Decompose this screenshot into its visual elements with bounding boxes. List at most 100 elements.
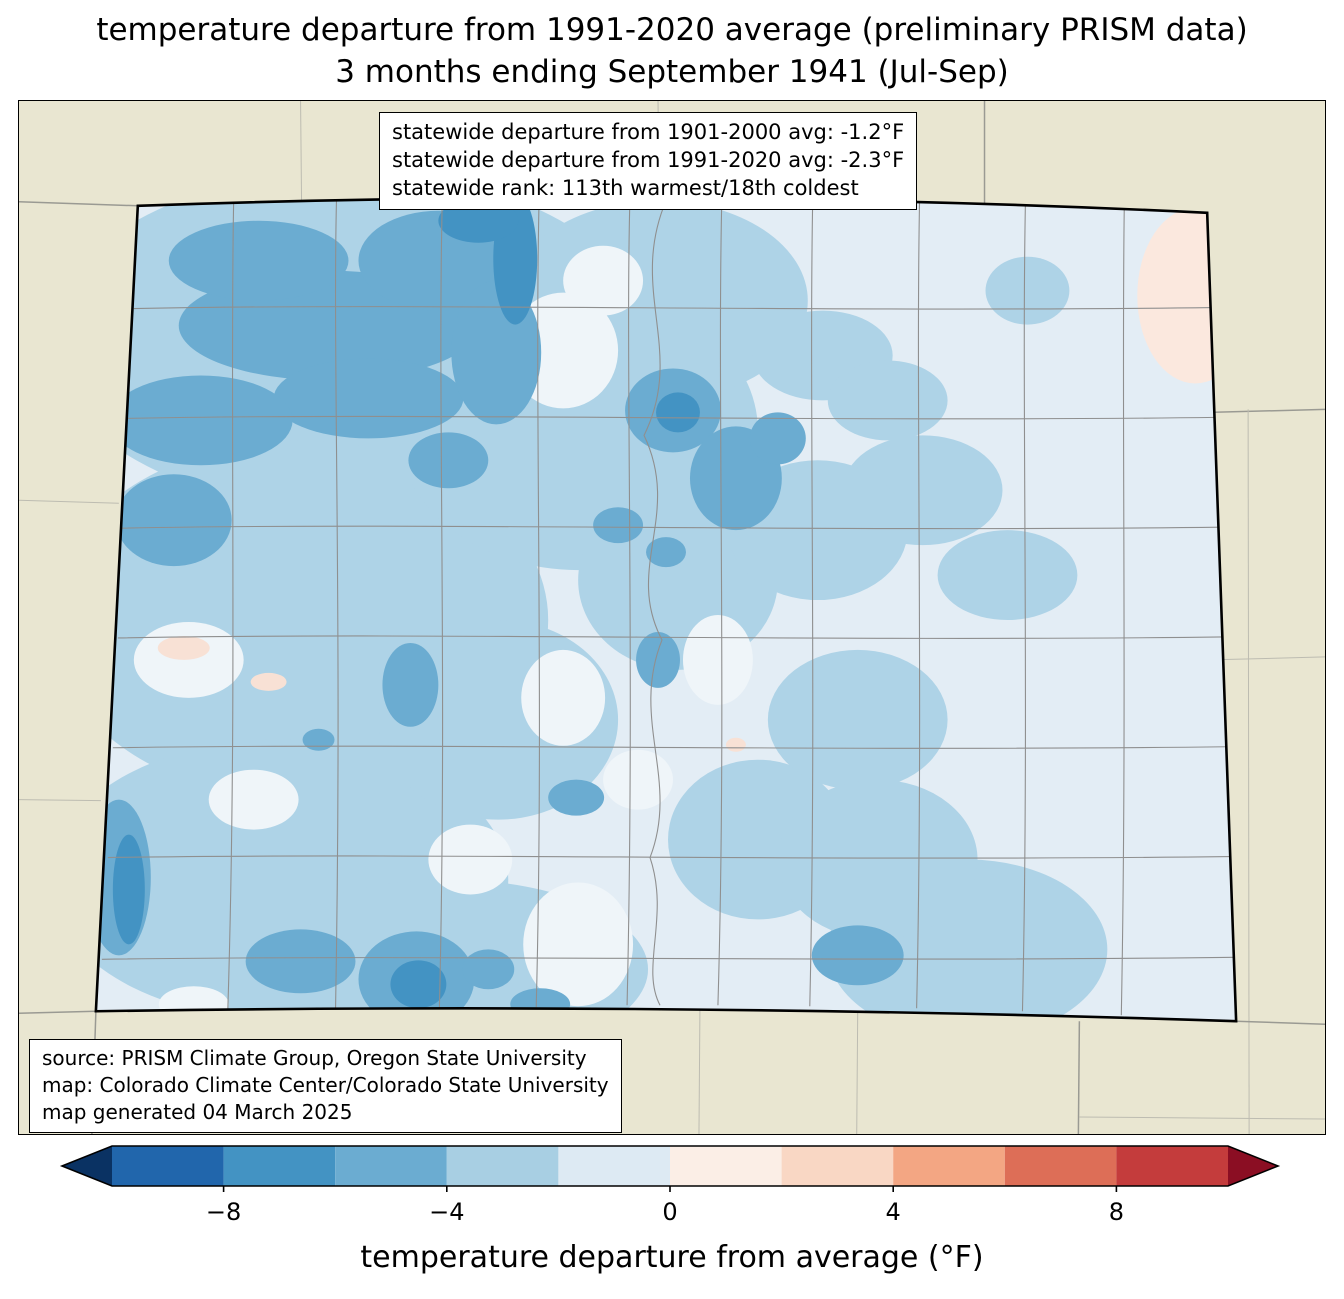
colorbar-segment bbox=[335, 1146, 447, 1186]
map-shape bbox=[1120, 204, 1125, 1016]
source-attribution-box: source: PRISM Climate Group, Oregon Stat… bbox=[29, 1039, 622, 1134]
map-shape bbox=[646, 537, 686, 568]
map-shape bbox=[937, 530, 1078, 620]
ut-county-line bbox=[19, 799, 101, 802]
map-shape bbox=[101, 956, 1235, 960]
map-shape bbox=[227, 200, 235, 1015]
map-shape bbox=[809, 197, 814, 1007]
nm-county-line bbox=[856, 1011, 859, 1134]
ut-wy-border bbox=[19, 201, 138, 207]
map-shape bbox=[117, 635, 1224, 639]
map-shape bbox=[593, 507, 644, 544]
map-shape bbox=[157, 635, 210, 660]
map-frame: statewide departure from 1901-2000 avg: … bbox=[18, 100, 1326, 1135]
map-shape bbox=[1021, 200, 1027, 1012]
stat-departure-1991-2020: statewide departure from 1991-2020 avg: … bbox=[392, 148, 905, 173]
ks-ok-border bbox=[1236, 1020, 1325, 1025]
map-shape bbox=[725, 737, 746, 752]
map-shape bbox=[250, 672, 287, 691]
ok-county-line bbox=[1079, 1116, 1325, 1120]
colorbar-tick-label: 8 bbox=[1108, 1198, 1125, 1226]
colorbar-outline bbox=[59, 1145, 1281, 1187]
map-shape bbox=[636, 631, 680, 688]
map-shape bbox=[438, 197, 444, 1010]
map-shape bbox=[133, 306, 1213, 310]
colorbar-segment bbox=[223, 1146, 336, 1186]
map-shape bbox=[168, 220, 349, 301]
wy-county-line bbox=[300, 101, 303, 203]
ne-ks-border bbox=[1209, 408, 1325, 414]
colorbar-segment bbox=[670, 1146, 782, 1186]
map-shape bbox=[682, 615, 753, 705]
map-shape bbox=[408, 432, 489, 489]
colorbar-tick-label: −8 bbox=[205, 1198, 242, 1226]
colorbar-tick-labels: −8 −4 0 4 8 bbox=[62, 1198, 1278, 1230]
nm-ok-border bbox=[1077, 1021, 1081, 1134]
colorbar-segment bbox=[1004, 1146, 1117, 1186]
colorbar-left-arrow bbox=[62, 1146, 112, 1186]
figure-title-line1: temperature departure from 1991-2020 ave… bbox=[96, 12, 1248, 48]
colorbar-segment bbox=[781, 1146, 894, 1186]
map-shape bbox=[749, 412, 806, 465]
colorbar-right-arrow bbox=[1228, 1146, 1278, 1186]
map-shape bbox=[462, 949, 515, 990]
map-shape bbox=[115, 474, 232, 567]
generated-date-line: map generated 04 March 2025 bbox=[42, 1099, 353, 1124]
county-boundaries bbox=[101, 197, 1235, 1016]
map-shape bbox=[428, 824, 513, 895]
map-shape bbox=[302, 728, 335, 751]
colorbar bbox=[59, 1145, 1281, 1192]
figure-title-line2: 3 months ending September 1941 (Jul-Sep) bbox=[335, 54, 1009, 90]
map-shape bbox=[643, 200, 667, 1006]
map-shape bbox=[121, 525, 1221, 530]
map-shape bbox=[717, 197, 723, 1006]
map-shape bbox=[390, 960, 447, 1009]
stat-departure-1901-2000: statewide departure from 1901-2000 avg: … bbox=[392, 120, 905, 144]
map-shape bbox=[126, 415, 1217, 420]
map-shape bbox=[112, 834, 145, 945]
map-shape bbox=[273, 358, 464, 439]
map-shape bbox=[916, 197, 921, 1009]
colorado-temperature-map bbox=[19, 101, 1325, 1134]
colorbar-tick-label: 0 bbox=[662, 1198, 678, 1226]
map-shape bbox=[334, 198, 339, 1012]
map-shape bbox=[811, 925, 904, 986]
colorbar-segment bbox=[112, 1146, 224, 1186]
map-shape bbox=[548, 779, 605, 816]
map-shape bbox=[827, 360, 948, 441]
colorbar-wrap bbox=[59, 1145, 1281, 1194]
ut-az-border bbox=[19, 1010, 96, 1014]
colorbar-segment bbox=[446, 1146, 559, 1186]
temperature-raster bbox=[95, 197, 1237, 1022]
map-shape bbox=[523, 882, 634, 1007]
map-shape bbox=[521, 649, 606, 746]
map-shape bbox=[985, 256, 1070, 325]
colorbar-tick-label: −4 bbox=[429, 1198, 465, 1226]
map-shape bbox=[777, 779, 978, 940]
nm-county-line bbox=[698, 1005, 701, 1134]
map-shape bbox=[767, 649, 948, 790]
map-shape bbox=[656, 392, 700, 433]
map-shape bbox=[133, 621, 244, 698]
colorbar-axis-label: temperature departure from average (°F) bbox=[360, 1240, 984, 1275]
statewide-stats-box: statewide departure from 1901-2000 avg: … bbox=[379, 112, 918, 211]
map-shape bbox=[535, 197, 540, 1008]
colorbar-segment bbox=[1116, 1146, 1228, 1186]
map-shape bbox=[208, 769, 299, 830]
ks-county-line bbox=[1247, 409, 1250, 1134]
ut-county-line bbox=[19, 499, 119, 504]
map-shape bbox=[603, 749, 673, 810]
colorbar-segment bbox=[893, 1146, 1005, 1186]
source-line: source: PRISM Climate Group, Oregon Stat… bbox=[42, 1046, 587, 1070]
map-shape bbox=[563, 245, 644, 316]
stat-rank: statewide rank: 113th warmest/18th colde… bbox=[392, 176, 859, 201]
map-shape bbox=[112, 745, 1228, 749]
map-shape bbox=[245, 929, 356, 994]
map-shape bbox=[626, 197, 631, 1006]
map-shape bbox=[382, 642, 439, 727]
colorbar-segment bbox=[558, 1146, 670, 1186]
ks-county-line bbox=[1209, 656, 1325, 661]
colorbar-tick-label: 4 bbox=[885, 1198, 901, 1226]
map-shape bbox=[107, 855, 1231, 859]
